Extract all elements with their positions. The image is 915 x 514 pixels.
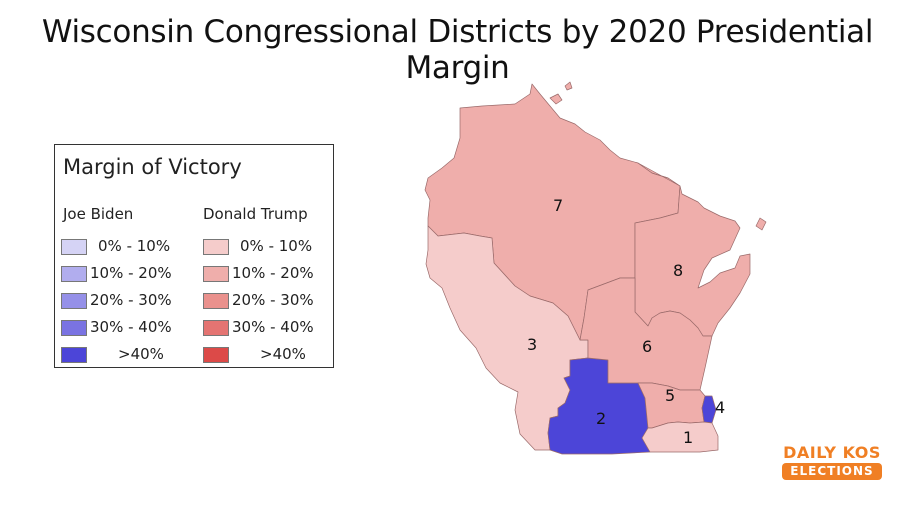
legend-biden-header: Joe Biden (63, 205, 134, 223)
district-label-3: 3 (527, 335, 537, 354)
legend-biden-range-5: >40% (118, 345, 164, 363)
district-label-6: 6 (642, 337, 652, 356)
logo-line1: DAILY KOS (783, 443, 881, 462)
page-title: Wisconsin Congressional Districts by 202… (41, 14, 874, 86)
apostle-islands (549, 81, 573, 105)
legend-biden-swatch-3 (61, 293, 87, 309)
district-label-1: 1 (683, 428, 693, 447)
district-6 (579, 277, 713, 391)
legend-biden-range-4: 30% - 40% (90, 318, 172, 336)
legend-trump-range-5: >40% (260, 345, 306, 363)
legend: Margin of Victory Joe Biden Donald Trump… (54, 144, 334, 368)
legend-trump-swatch-1 (203, 239, 229, 255)
legend-trump-range-4: 30% - 40% (232, 318, 314, 336)
district-label-4: 4 (715, 398, 725, 417)
legend-biden-range-1: 0% - 10% (98, 237, 171, 255)
logo-line2: ELECTIONS (782, 463, 882, 480)
legend-trump-range-1: 0% - 10% (240, 237, 313, 255)
legend-trump-swatch-3 (203, 293, 229, 309)
legend-biden-swatch-5 (61, 347, 87, 363)
legend-trump-header: Donald Trump (203, 205, 308, 223)
legend-biden-swatch-4 (61, 320, 87, 336)
legend-trump-swatch-2 (203, 266, 229, 282)
legend-trump-swatch-4 (203, 320, 229, 336)
district-label-8: 8 (673, 261, 683, 280)
district-label-5: 5 (665, 386, 675, 405)
legend-biden-range-3: 20% - 30% (90, 291, 172, 309)
wisconsin-district-map: 7 8 3 6 5 4 2 1 (424, 81, 767, 455)
legend-trump-swatch-5 (203, 347, 229, 363)
washington-island (755, 217, 767, 231)
daily-kos-elections-logo: DAILY KOS ELECTIONS (782, 443, 882, 480)
district-1 (641, 421, 719, 453)
district-4 (701, 395, 717, 424)
legend-trump-range-3: 20% - 30% (232, 291, 314, 309)
legend-trump-range-2: 10% - 20% (232, 264, 314, 282)
legend-biden-swatch-2 (61, 266, 87, 282)
legend-biden-swatch-1 (61, 239, 87, 255)
legend-title: Margin of Victory (63, 155, 242, 179)
legend-biden-range-2: 10% - 20% (90, 264, 172, 282)
district-label-2: 2 (596, 409, 606, 428)
district-label-7: 7 (553, 196, 563, 215)
